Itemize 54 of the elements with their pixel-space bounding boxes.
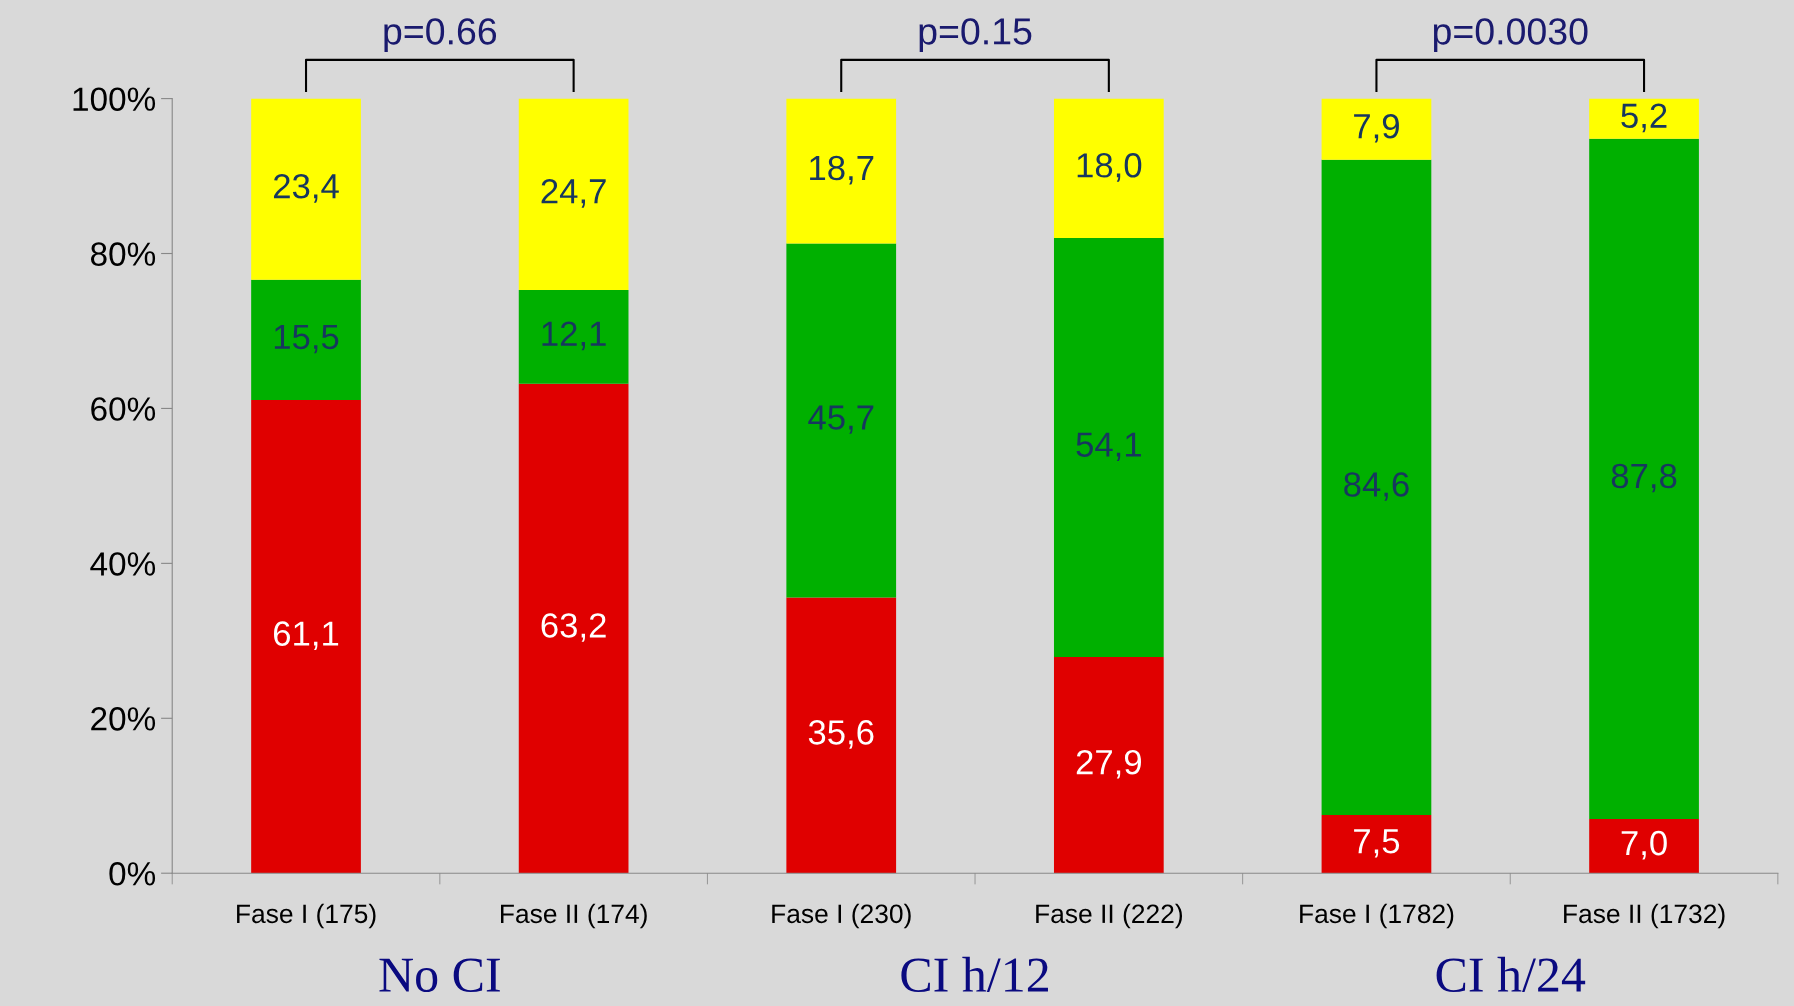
bar	[1589, 138, 1699, 819]
bar	[251, 279, 361, 400]
y-tick-label: 0%	[109, 862, 156, 886]
text: No CI	[379, 958, 500, 993]
data-label: 7,0	[1621, 830, 1667, 860]
x-tick-label: Fase I (230)	[772, 903, 911, 929]
bar	[518, 289, 629, 384]
data-label: 23,4	[273, 173, 339, 203]
bar	[1053, 238, 1164, 658]
data-label: 18,0	[1077, 153, 1142, 182]
bar	[1053, 657, 1164, 874]
data-label: 87,8	[1611, 463, 1677, 493]
data-label: 61,1	[274, 621, 339, 650]
data-label: 35,6	[808, 720, 874, 749]
y-tick-label: 20%	[91, 707, 156, 731]
data-label: 5,2	[1621, 103, 1667, 133]
text: p=0.66	[384, 18, 497, 53]
data-label: 63,2	[541, 613, 606, 642]
bar	[786, 98, 897, 244]
data-label: 27,9	[1076, 749, 1141, 779]
bar	[1589, 98, 1699, 139]
bar	[786, 597, 897, 874]
data-label: 54,1	[1076, 432, 1141, 461]
x-tick-label: Fase II (222)	[1036, 903, 1183, 929]
bar	[1321, 815, 1432, 874]
text: p=0.0030	[1433, 18, 1588, 53]
x-tick-label: Fase I (175)	[237, 903, 376, 929]
data-label: 24,7	[541, 178, 606, 208]
x-tick-label: Fase I (1782)	[1300, 903, 1454, 929]
bar	[518, 383, 629, 874]
data-label: 84,6	[1344, 472, 1409, 501]
data-label: 45,7	[808, 405, 874, 434]
text: p=0.15	[919, 18, 1032, 53]
x-tick-label: Fase II (1732)	[1564, 903, 1725, 929]
data-label: 7,9	[1354, 113, 1399, 143]
bar	[251, 98, 361, 280]
data-label: 15,5	[274, 324, 339, 354]
bar	[1321, 159, 1432, 816]
bar	[1053, 98, 1164, 239]
y-tick-label: 80%	[90, 242, 156, 266]
x-tick-label: Fase II (174)	[501, 903, 647, 929]
text: CI h/24	[1436, 956, 1586, 993]
y-tick-label: 40%	[90, 552, 156, 576]
data-label: 7,5	[1354, 829, 1400, 858]
bar	[251, 399, 361, 874]
text: CI h/12	[901, 956, 1048, 993]
bar	[786, 243, 897, 598]
y-tick-label: 60%	[91, 397, 156, 421]
y-tick-label: 100%	[73, 87, 156, 111]
bar	[518, 98, 629, 290]
bar	[1589, 818, 1699, 874]
data-label: 18,7	[810, 155, 874, 185]
bar	[1321, 98, 1432, 160]
data-label: 12,1	[542, 321, 606, 351]
